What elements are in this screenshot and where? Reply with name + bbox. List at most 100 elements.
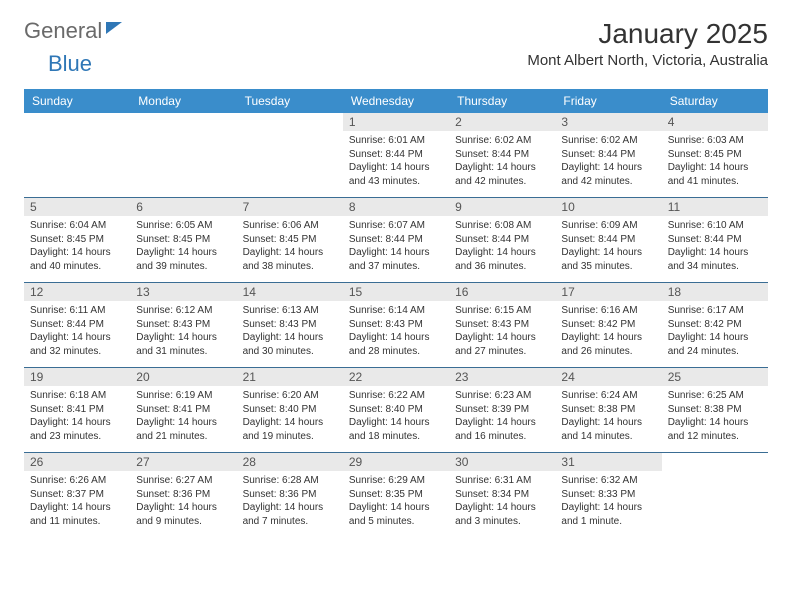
sunset-text: Sunset: 8:44 PM [30, 318, 124, 332]
daylight-text: Daylight: 14 hours and 24 minutes. [668, 331, 762, 358]
day-number: 10 [555, 198, 661, 216]
day-info: Sunrise: 6:17 AMSunset: 8:42 PMDaylight:… [668, 304, 762, 358]
day-info: Sunrise: 6:07 AMSunset: 8:44 PMDaylight:… [349, 219, 443, 273]
logo: General [24, 18, 122, 44]
day-number: 13 [130, 283, 236, 301]
sunrise-text: Sunrise: 6:26 AM [30, 474, 124, 488]
day-number: 12 [24, 283, 130, 301]
calendar-day-cell: 15Sunrise: 6:14 AMSunset: 8:43 PMDayligh… [343, 283, 449, 367]
day-number: 3 [555, 113, 661, 131]
calendar-week-row: 5Sunrise: 6:04 AMSunset: 8:45 PMDaylight… [24, 198, 768, 283]
sunrise-text: Sunrise: 6:32 AM [561, 474, 655, 488]
sunset-text: Sunset: 8:36 PM [136, 488, 230, 502]
sunrise-text: Sunrise: 6:05 AM [136, 219, 230, 233]
daylight-text: Daylight: 14 hours and 34 minutes. [668, 246, 762, 273]
day-number: 16 [449, 283, 555, 301]
daylight-text: Daylight: 14 hours and 41 minutes. [668, 161, 762, 188]
day-info: Sunrise: 6:09 AMSunset: 8:44 PMDaylight:… [561, 219, 655, 273]
day-number: 5 [24, 198, 130, 216]
daylight-text: Daylight: 14 hours and 7 minutes. [243, 501, 337, 528]
sunrise-text: Sunrise: 6:13 AM [243, 304, 337, 318]
day-number: 7 [237, 198, 343, 216]
sunrise-text: Sunrise: 6:12 AM [136, 304, 230, 318]
sunset-text: Sunset: 8:38 PM [561, 403, 655, 417]
sunset-text: Sunset: 8:44 PM [455, 148, 549, 162]
day-info: Sunrise: 6:29 AMSunset: 8:35 PMDaylight:… [349, 474, 443, 528]
day-info: Sunrise: 6:23 AMSunset: 8:39 PMDaylight:… [455, 389, 549, 443]
daylight-text: Daylight: 14 hours and 9 minutes. [136, 501, 230, 528]
day-info: Sunrise: 6:15 AMSunset: 8:43 PMDaylight:… [455, 304, 549, 358]
day-number: 26 [24, 453, 130, 471]
daylight-text: Daylight: 14 hours and 30 minutes. [243, 331, 337, 358]
day-number: 20 [130, 368, 236, 386]
sunrise-text: Sunrise: 6:17 AM [668, 304, 762, 318]
sunset-text: Sunset: 8:45 PM [243, 233, 337, 247]
calendar-day-cell: 25Sunrise: 6:25 AMSunset: 8:38 PMDayligh… [662, 368, 768, 452]
daylight-text: Daylight: 14 hours and 26 minutes. [561, 331, 655, 358]
sunrise-text: Sunrise: 6:19 AM [136, 389, 230, 403]
day-info: Sunrise: 6:01 AMSunset: 8:44 PMDaylight:… [349, 134, 443, 188]
location-subtitle: Mont Albert North, Victoria, Australia [527, 52, 768, 69]
day-info: Sunrise: 6:26 AMSunset: 8:37 PMDaylight:… [30, 474, 124, 528]
day-number: 4 [662, 113, 768, 131]
calendar-day-cell: 23Sunrise: 6:23 AMSunset: 8:39 PMDayligh… [449, 368, 555, 452]
daylight-text: Daylight: 14 hours and 39 minutes. [136, 246, 230, 273]
calendar-body: 1Sunrise: 6:01 AMSunset: 8:44 PMDaylight… [24, 113, 768, 537]
sunrise-text: Sunrise: 6:10 AM [668, 219, 762, 233]
daylight-text: Daylight: 14 hours and 28 minutes. [349, 331, 443, 358]
daylight-text: Daylight: 14 hours and 5 minutes. [349, 501, 443, 528]
day-number: 8 [343, 198, 449, 216]
sunset-text: Sunset: 8:41 PM [136, 403, 230, 417]
calendar-day-cell: 30Sunrise: 6:31 AMSunset: 8:34 PMDayligh… [449, 453, 555, 537]
calendar-day-cell [662, 453, 768, 537]
calendar-day-cell: 28Sunrise: 6:28 AMSunset: 8:36 PMDayligh… [237, 453, 343, 537]
weekday-header: Saturday [662, 89, 768, 113]
weekday-header: Friday [555, 89, 661, 113]
daylight-text: Daylight: 14 hours and 11 minutes. [30, 501, 124, 528]
daylight-text: Daylight: 14 hours and 21 minutes. [136, 416, 230, 443]
daylight-text: Daylight: 14 hours and 36 minutes. [455, 246, 549, 273]
calendar-day-cell: 13Sunrise: 6:12 AMSunset: 8:43 PMDayligh… [130, 283, 236, 367]
calendar-day-cell: 18 Sunrise: 6:17 AMSunset: 8:42 PMDayligh… [662, 283, 768, 367]
calendar-week-row: 19Sunrise: 6:18 AMSunset: 8:41 PMDayligh… [24, 368, 768, 453]
daylight-text: Daylight: 14 hours and 32 minutes. [30, 331, 124, 358]
day-number: 2 [449, 113, 555, 131]
calendar-day-cell: 3Sunrise: 6:02 AMSunset: 8:44 PMDaylight… [555, 113, 661, 197]
day-info: Sunrise: 6:06 AMSunset: 8:45 PMDaylight:… [243, 219, 337, 273]
sunset-text: Sunset: 8:42 PM [668, 318, 762, 332]
calendar-day-cell: 27 Sunrise: 6:27 AMSunset: 8:36 PMDayligh… [130, 453, 236, 537]
sunset-text: Sunset: 8:37 PM [30, 488, 124, 502]
sunrise-text: Sunrise: 6:20 AM [243, 389, 337, 403]
sunrise-text: Sunrise: 6:07 AM [349, 219, 443, 233]
sunrise-text: Sunrise: 6:25 AM [668, 389, 762, 403]
daylight-text: Daylight: 14 hours and 42 minutes. [561, 161, 655, 188]
day-number: 11 [662, 198, 768, 216]
calendar-day-cell: 11Sunrise: 6:10 AMSunset: 8:44 PMDayligh… [662, 198, 768, 282]
calendar-day-cell: 1Sunrise: 6:01 AMSunset: 8:44 PMDaylight… [343, 113, 449, 197]
weekday-header: Tuesday [237, 89, 343, 113]
daylight-text: Daylight: 14 hours and 35 minutes. [561, 246, 655, 273]
day-number: 27 [130, 453, 236, 471]
sunrise-text: Sunrise: 6:31 AM [455, 474, 549, 488]
sunset-text: Sunset: 8:45 PM [30, 233, 124, 247]
daylight-text: Daylight: 14 hours and 16 minutes. [455, 416, 549, 443]
day-info: Sunrise: 6:22 AMSunset: 8:40 PMDaylight:… [349, 389, 443, 443]
sunset-text: Sunset: 8:43 PM [349, 318, 443, 332]
sunset-text: Sunset: 8:38 PM [668, 403, 762, 417]
sunrise-text: Sunrise: 6:15 AM [455, 304, 549, 318]
day-number: 22 [343, 368, 449, 386]
sunset-text: Sunset: 8:40 PM [243, 403, 337, 417]
day-info: Sunrise: 6:27 AMSunset: 8:36 PMDaylight:… [136, 474, 230, 528]
calendar-day-cell [130, 113, 236, 197]
calendar-day-cell: 5Sunrise: 6:04 AMSunset: 8:45 PMDaylight… [24, 198, 130, 282]
weekday-header: Wednesday [343, 89, 449, 113]
calendar-day-cell: 4 Sunrise: 6:03 AMSunset: 8:45 PMDaylight… [662, 113, 768, 197]
sunset-text: Sunset: 8:44 PM [561, 233, 655, 247]
day-number: 18 [662, 283, 768, 301]
calendar-day-cell: 16 Sunrise: 6:15 AMSunset: 8:43 PMDayligh… [449, 283, 555, 367]
day-info: Sunrise: 6:03 AMSunset: 8:45 PMDaylight:… [668, 134, 762, 188]
logo-text-2: Blue [48, 51, 92, 76]
calendar-day-cell [237, 113, 343, 197]
calendar-day-cell: 12Sunrise: 6:11 AMSunset: 8:44 PMDayligh… [24, 283, 130, 367]
calendar-day-cell: 2Sunrise: 6:02 AMSunset: 8:44 PMDaylight… [449, 113, 555, 197]
